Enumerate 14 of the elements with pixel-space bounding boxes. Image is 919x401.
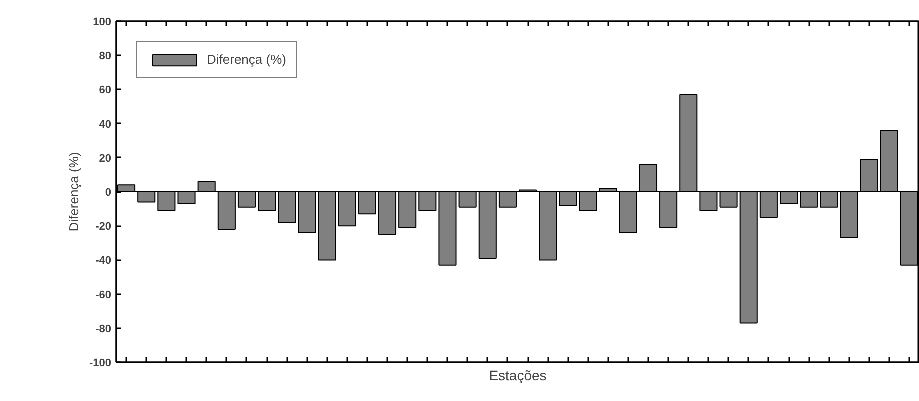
y-tick-label: -40 <box>96 255 112 268</box>
y-tick-label: 0 <box>105 187 112 199</box>
y-tick-label: -100 <box>89 358 112 370</box>
y-tick-label: -20 <box>96 221 112 234</box>
y-tick-label: 100 <box>93 16 112 28</box>
legend-label: Diferença (%) <box>207 52 286 67</box>
y-tick-label: -60 <box>96 289 112 302</box>
y-tick-label: 60 <box>99 84 112 97</box>
y-tick-label: -80 <box>96 323 112 336</box>
x-axis-title: Estações <box>489 368 547 384</box>
y-tick-label: 20 <box>99 152 112 165</box>
y-axis-title: Diferença (%) <box>66 152 82 232</box>
y-tick-label: 40 <box>99 118 112 131</box>
y-tick-label: 80 <box>99 50 112 63</box>
